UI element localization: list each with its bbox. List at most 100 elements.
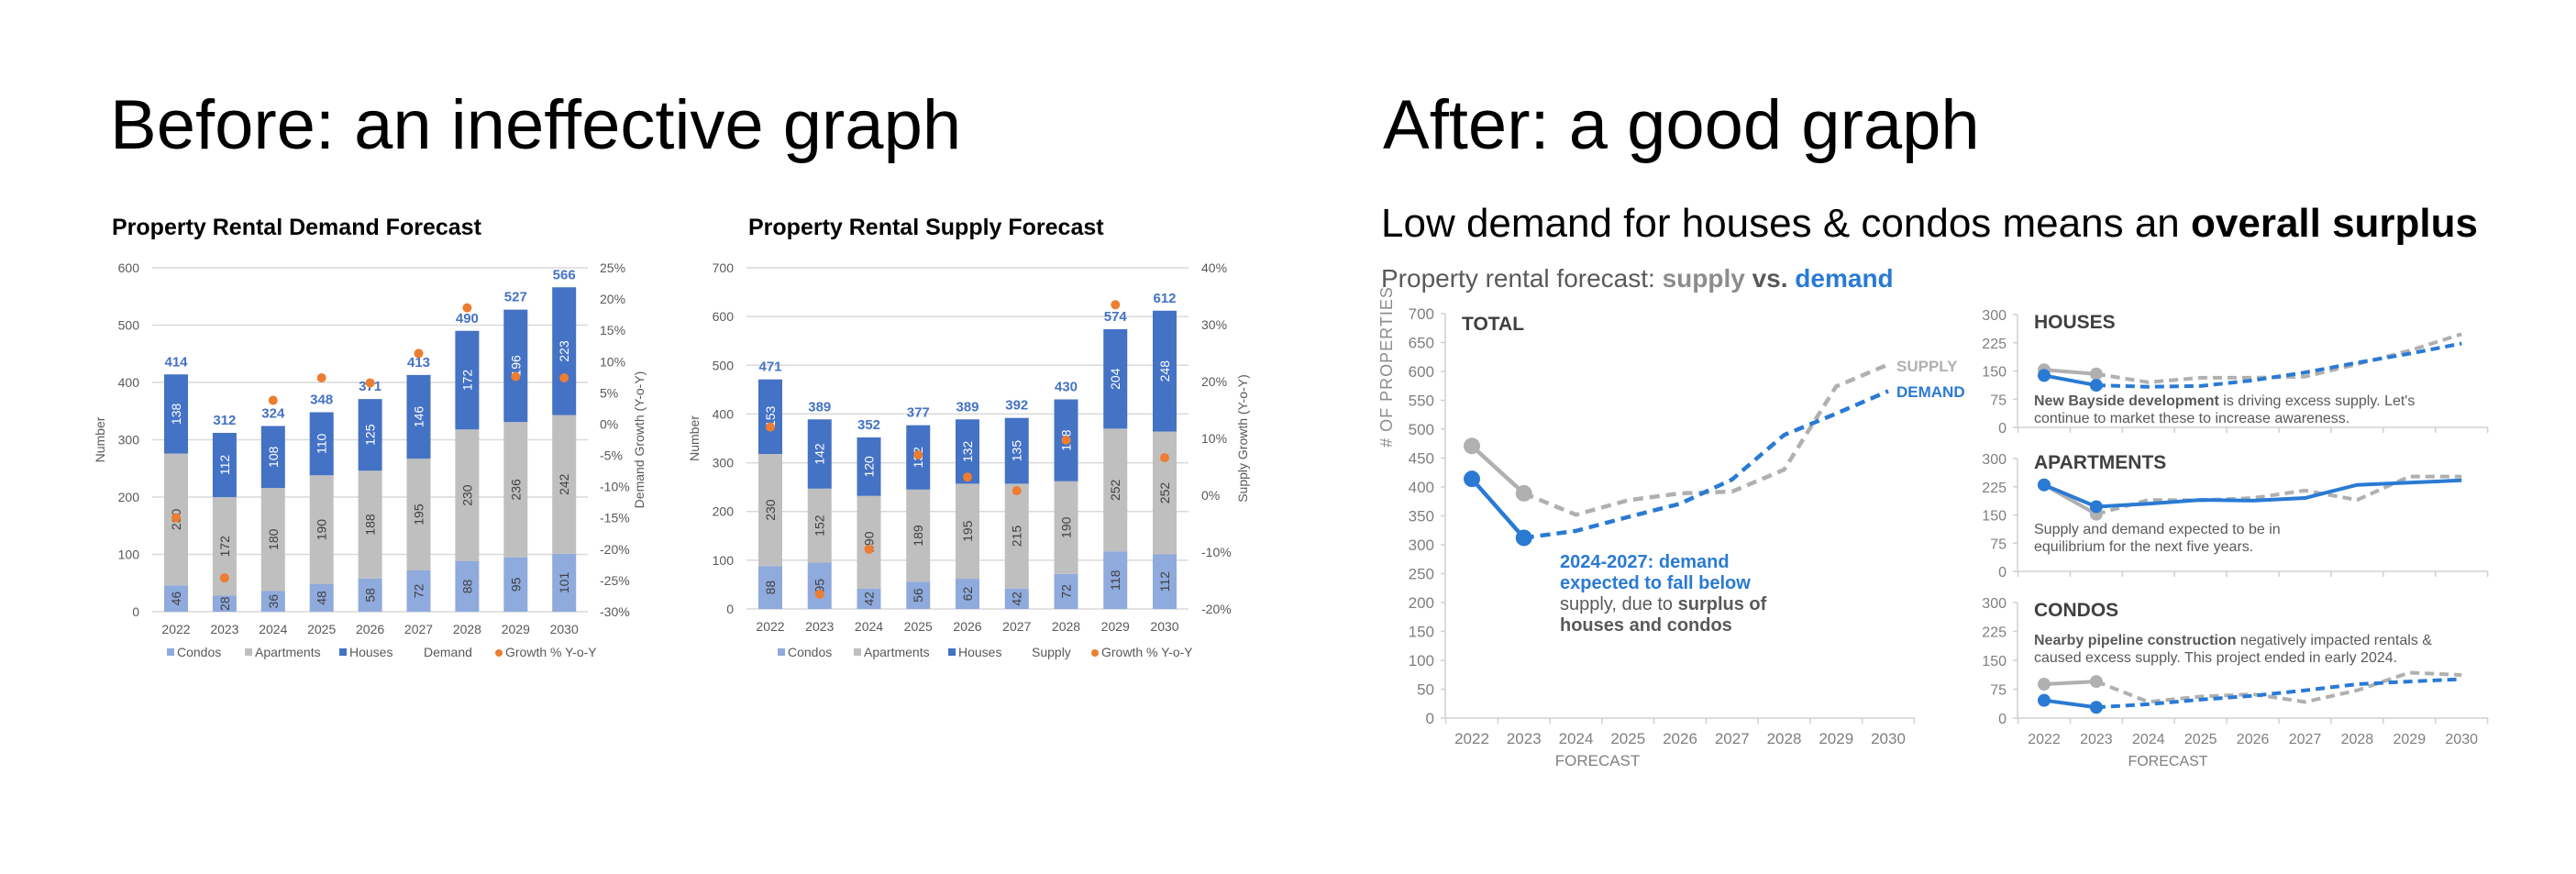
bar-segment-apartments <box>552 415 577 554</box>
chart-title: Property Rental Supply Forecast <box>748 215 1104 240</box>
bar-segment-condos <box>1103 551 1128 609</box>
x-tick-label: 2029 <box>2394 732 2427 747</box>
growth-point <box>913 449 923 459</box>
series-forecast-line-demand <box>2095 677 2462 710</box>
segment-value-label: 252 <box>1108 479 1122 501</box>
segment-value-label: 153 <box>763 405 778 427</box>
x-tick-label: 2028 <box>1052 619 1080 634</box>
y2-tick-label: 10% <box>600 354 625 369</box>
segment-value-label: 190 <box>315 519 329 541</box>
growth-point <box>1012 486 1022 496</box>
total-value-label: 414 <box>164 354 188 370</box>
bar-segment-houses <box>758 379 782 455</box>
segment-value-label: 108 <box>266 446 281 468</box>
x-tick-label: 2024 <box>1559 730 1594 747</box>
total-value-label: 348 <box>310 393 333 408</box>
annotation-line: expected to fall below <box>1560 573 1751 593</box>
series-actual-line-demand <box>2043 373 2097 388</box>
segment-value-label: 242 <box>557 473 571 495</box>
y-tick-label: 450 <box>1409 450 1434 468</box>
total-value-label: 471 <box>758 360 781 375</box>
panel-title: TOTAL <box>1462 314 1524 335</box>
segment-value-label: 215 <box>1010 526 1024 548</box>
legend-growth-dot <box>1091 649 1099 657</box>
annotation-line: houses and condos <box>1560 615 1732 636</box>
y-tick-label: 400 <box>1409 479 1434 496</box>
bar-segment-apartments <box>260 488 285 592</box>
x-tick-label: 2028 <box>2341 732 2374 747</box>
x-tick-label: 2023 <box>210 622 238 636</box>
segment-value-label: 132 <box>960 440 975 462</box>
annotation-line: Supply and demand expected to be in <box>2034 522 2281 537</box>
y-tick-label: 700 <box>713 260 735 275</box>
growth-point <box>365 378 375 388</box>
annotation-segment: houses and condos <box>1560 615 1732 636</box>
y-tick-label: 0 <box>1426 710 1434 727</box>
y2-tick-label: -30% <box>600 604 630 619</box>
y-tick-label: 300 <box>1982 596 2007 612</box>
y-tick-label: 75 <box>1990 537 2007 552</box>
y-tick-label: 650 <box>1409 335 1434 352</box>
segment-value-label: 223 <box>557 340 571 362</box>
annotation-segment: Nearby pipeline construction <box>2034 633 2236 648</box>
y2-tick-label: 25% <box>600 260 625 275</box>
x-tick-label: 2023 <box>2080 732 2113 747</box>
x-tick-label: 2024 <box>2132 732 2165 747</box>
segment-value-label: 190 <box>1059 516 1074 538</box>
x-tick-label: 2023 <box>805 619 834 634</box>
growth-point <box>1111 300 1121 310</box>
y2-tick-label: -15% <box>600 511 630 526</box>
bar-segment-houses <box>212 433 237 497</box>
legend-label: Apartments <box>255 645 321 659</box>
annotation-line: caused excess supply. This project ended… <box>2034 650 2397 666</box>
annotation-segment: supply, due to <box>1560 594 1678 614</box>
y-tick-label: 0 <box>1998 565 2007 581</box>
growth-point <box>814 589 824 599</box>
bar-segment-houses <box>807 419 832 489</box>
x-tick-label: 2030 <box>1150 619 1178 634</box>
bar-segment-condos <box>212 595 237 612</box>
y-tick-label: 225 <box>1982 481 2007 496</box>
y-tick-label: 700 <box>1409 305 1434 323</box>
y2-axis-title: Demand Growth (Y-o-Y) <box>632 371 647 509</box>
y-tick-label: 225 <box>1982 625 2007 641</box>
y-tick-label: 300 <box>118 433 140 448</box>
bar-segment-condos <box>164 585 188 612</box>
bar-segment-houses <box>358 399 382 471</box>
y-tick-label: 100 <box>118 548 140 562</box>
bar-segment-apartments <box>503 422 528 558</box>
segment-value-label: 138 <box>169 403 183 425</box>
series-end-label: SUPPLY <box>1896 358 1958 375</box>
y-tick-label: 150 <box>1982 654 2007 669</box>
subtitle-vs: vs. <box>1745 264 1795 293</box>
series-forecast-line-supply <box>2095 670 2462 704</box>
y2-tick-label: 15% <box>600 323 625 337</box>
y-tick-label: 200 <box>118 490 140 504</box>
legend-label: Condos <box>788 645 832 659</box>
segment-value-label: 195 <box>960 520 975 542</box>
x-tick-label: 2023 <box>1507 730 1542 747</box>
bar-segment-condos <box>956 579 979 609</box>
x-tick-label: 2025 <box>904 619 933 634</box>
segment-value-label: 252 <box>1157 482 1172 504</box>
bar-segment-condos <box>758 566 782 609</box>
bar-chart-supply: Property Rental Supply Forecast 0 100 200 30… <box>687 215 1250 659</box>
segment-value-label: 72 <box>412 584 426 599</box>
series-marker-supply <box>2089 367 2103 381</box>
segment-value-label: 62 <box>960 587 975 602</box>
y2-tick-label: -20% <box>600 542 630 557</box>
growth-point <box>559 373 569 382</box>
y-tick-label: 75 <box>1990 393 2007 408</box>
segment-value-label: 204 <box>1108 368 1122 390</box>
line-chart-houses: 0 75 150 225 300 HOUSES New Bayside developmen… <box>1982 308 2489 437</box>
bar-segment-apartments <box>455 429 480 561</box>
legend-label: Growth % Y-o-Y <box>1101 645 1193 659</box>
x-tick-label: 2022 <box>756 619 784 634</box>
bar-segment-condos <box>807 562 832 609</box>
legend-swatch-houses <box>339 648 347 656</box>
panel-title: APARTMENTS <box>2034 452 2166 473</box>
y-tick-label: 350 <box>1409 508 1434 526</box>
bar-segment-houses <box>1153 310 1177 432</box>
y-tick-label: 600 <box>1409 363 1434 381</box>
legend-growth-dot <box>495 649 503 657</box>
